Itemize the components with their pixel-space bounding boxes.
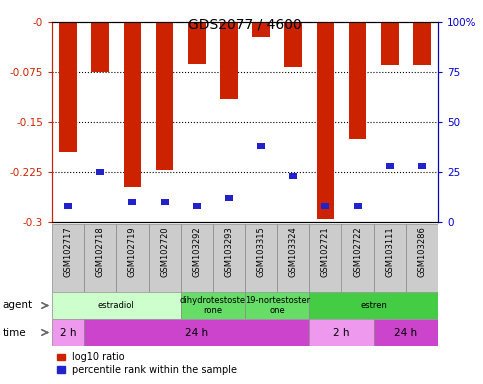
Bar	[349, 22, 367, 139]
Bar	[309, 319, 374, 346]
Text: GSM103111: GSM103111	[385, 226, 394, 276]
Bar	[161, 199, 169, 205]
Bar	[213, 224, 245, 292]
Bar	[128, 199, 136, 205]
Bar	[156, 22, 173, 170]
Bar	[64, 203, 72, 209]
Text: GDS2077 / 4600: GDS2077 / 4600	[188, 18, 302, 32]
Bar	[52, 319, 84, 346]
Bar	[220, 22, 238, 99]
Bar	[52, 224, 84, 292]
Bar	[52, 292, 181, 319]
Bar	[116, 224, 148, 292]
Bar	[413, 22, 431, 65]
Bar	[309, 292, 438, 319]
Text: 2 h: 2 h	[333, 328, 350, 338]
Bar	[418, 163, 426, 169]
Bar	[225, 195, 233, 201]
Bar	[374, 224, 406, 292]
Legend: log10 ratio, percentile rank within the sample: log10 ratio, percentile rank within the …	[57, 353, 238, 375]
Text: 2 h: 2 h	[60, 328, 76, 338]
Text: agent: agent	[2, 301, 32, 311]
Bar	[341, 224, 374, 292]
Bar	[181, 292, 245, 319]
Text: 24 h: 24 h	[394, 328, 417, 338]
Bar	[84, 224, 116, 292]
Text: GSM103286: GSM103286	[417, 226, 426, 277]
Bar	[91, 22, 109, 72]
Bar	[386, 163, 394, 169]
Bar	[321, 203, 329, 209]
Text: time: time	[2, 328, 26, 338]
Text: GSM102719: GSM102719	[128, 226, 137, 276]
Bar	[84, 319, 309, 346]
Bar	[354, 203, 362, 209]
Bar	[406, 224, 438, 292]
Bar	[148, 224, 181, 292]
Bar	[188, 22, 206, 64]
Bar	[284, 22, 302, 67]
Bar	[124, 22, 141, 187]
Text: GSM102718: GSM102718	[96, 226, 105, 277]
Bar	[381, 22, 398, 65]
Bar	[257, 143, 265, 149]
Bar	[289, 173, 297, 179]
Text: GSM103315: GSM103315	[256, 226, 266, 277]
Text: GSM102720: GSM102720	[160, 226, 169, 276]
Text: 24 h: 24 h	[185, 328, 208, 338]
Bar	[181, 224, 213, 292]
Bar	[252, 22, 270, 36]
Bar	[245, 224, 277, 292]
Text: GSM102721: GSM102721	[321, 226, 330, 276]
Text: GSM102722: GSM102722	[353, 226, 362, 276]
Bar	[245, 292, 309, 319]
Bar	[193, 203, 201, 209]
Bar	[96, 169, 104, 175]
Text: GSM103324: GSM103324	[289, 226, 298, 277]
Text: GSM103293: GSM103293	[225, 226, 233, 277]
Text: 19-nortestoster
one: 19-nortestoster one	[244, 296, 310, 315]
Text: GSM102717: GSM102717	[64, 226, 72, 277]
Bar	[277, 224, 309, 292]
Text: estren: estren	[360, 301, 387, 310]
Text: GSM103292: GSM103292	[192, 226, 201, 276]
Bar	[374, 319, 438, 346]
Bar	[309, 224, 341, 292]
Text: estradiol: estradiol	[98, 301, 135, 310]
Text: dihydrotestoste
rone: dihydrotestoste rone	[180, 296, 246, 315]
Bar	[59, 22, 77, 152]
Bar	[316, 22, 334, 218]
